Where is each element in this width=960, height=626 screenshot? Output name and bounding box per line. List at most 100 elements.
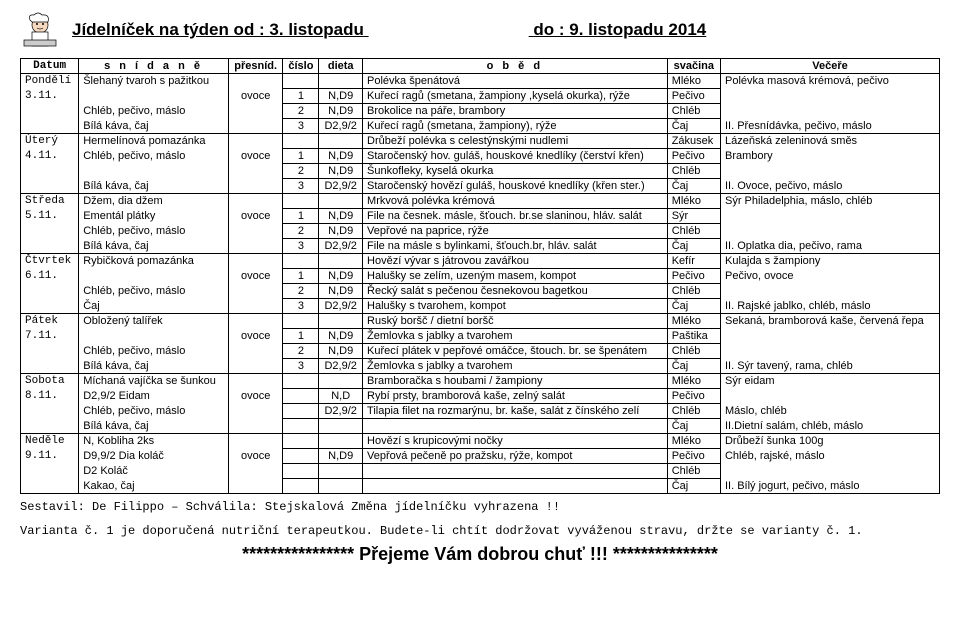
wish-text: Přejeme Vám dobrou chuť !!! (359, 544, 608, 564)
table-row: NeděleN, Kobliha 2ksHovězí s krupicovými… (21, 434, 940, 449)
cell: Drůbeží polévka s celestýnskými nudlemi (363, 134, 668, 149)
table-row: 5.11.Ementál plátkyovoce1N,D9File na čes… (21, 209, 940, 224)
cell: Mléko (667, 194, 720, 209)
col-dieta: dieta (319, 59, 363, 74)
table-row: 4.11.Chléb, pečivo, másloovoce1N,D9Staro… (21, 149, 940, 164)
cell (21, 419, 79, 434)
wish-stars-left: **************** (242, 544, 354, 564)
cell (79, 269, 229, 284)
cell (319, 74, 363, 89)
page-title: Jídelníček na týden od : 3. listopadu do… (72, 20, 706, 40)
cell (228, 464, 283, 479)
cell: D2,9/2 (319, 359, 363, 374)
header-row: Jídelníček na týden od : 3. listopadu do… (20, 10, 940, 50)
cell (21, 344, 79, 359)
table-row: Bílá káva, čaj3D2,9/2Kuřecí ragů (smetan… (21, 119, 940, 134)
cell (283, 479, 319, 494)
cell (319, 314, 363, 329)
cell (720, 389, 939, 404)
cell (228, 314, 283, 329)
cell: N, Kobliha 2ks (79, 434, 229, 449)
cell: N,D9 (319, 449, 363, 464)
cell: Mléko (667, 314, 720, 329)
wish-stars-right: *************** (613, 544, 718, 564)
table-row: D2 KoláčChléb (21, 464, 940, 479)
cell (228, 434, 283, 449)
cell (283, 464, 319, 479)
table-row: ČtvrtekRybičková pomazánkaHovězí vývar s… (21, 254, 940, 269)
table-row: StředaDžem, dia džemMrkvová polévka krém… (21, 194, 940, 209)
cell (319, 254, 363, 269)
cell: II. Ovoce, pečivo, máslo (720, 179, 939, 194)
cell: Vepřové na paprice, rýže (363, 224, 668, 239)
cell: Brokolice na páře, brambory (363, 104, 668, 119)
cell: Halušky se zelím, uzeným masem, kompot (363, 269, 668, 284)
cell: Halušky s tvarohem, kompot (363, 299, 668, 314)
cell: Čaj (667, 359, 720, 374)
cell: Kuřecí plátek v pepřové omáčce, štouch. … (363, 344, 668, 359)
cell: Mléko (667, 74, 720, 89)
cell: D2,9/2 (319, 299, 363, 314)
cell (228, 119, 283, 134)
cell: N,D9 (319, 164, 363, 179)
cell: Čaj (79, 299, 229, 314)
table-row: ÚterýHermelínová pomazánkaDrůbeží polévk… (21, 134, 940, 149)
table-row: Bílá káva, čaj3D2,9/2Staročenský hovězí … (21, 179, 940, 194)
cell (283, 434, 319, 449)
cell (319, 479, 363, 494)
cell (720, 284, 939, 299)
cell: Paštika (667, 329, 720, 344)
col-snidane: s n í d a n ě (79, 59, 229, 74)
cell (21, 299, 79, 314)
cell: 8.11. (21, 389, 79, 404)
cell (21, 359, 79, 374)
cell (720, 209, 939, 224)
cell (21, 284, 79, 299)
col-datum: Datum (21, 59, 79, 74)
cell (720, 464, 939, 479)
cell: Polévka masová krémová, pečivo (720, 74, 939, 89)
cell (283, 314, 319, 329)
cell: 2 (283, 164, 319, 179)
cell: Pondělí (21, 74, 79, 89)
cell: II. Rajské jablko, chléb, máslo (720, 299, 939, 314)
cell (21, 464, 79, 479)
cell: N,D9 (319, 284, 363, 299)
cell: 2 (283, 104, 319, 119)
cell (79, 89, 229, 104)
title-left: Jídelníček na týden od : 3. listopadu (72, 20, 364, 39)
cell: Chléb, pečivo, máslo (79, 344, 229, 359)
cell: N,D9 (319, 269, 363, 284)
cell: 3 (283, 179, 319, 194)
cell: 1 (283, 209, 319, 224)
cell: Bílá káva, čaj (79, 179, 229, 194)
cell: 5.11. (21, 209, 79, 224)
cell: Kakao, čaj (79, 479, 229, 494)
col-presnid: přesníd. (228, 59, 283, 74)
cell: Chléb, pečivo, máslo (79, 149, 229, 164)
cell: Rybí prsty, bramborová kaše, zelný salát (363, 389, 668, 404)
table-row: Chléb, pečivo, másloD2,9/2Tilapia filet … (21, 404, 940, 419)
table-row: 8.11.D2,9/2 EidamovoceN,DRybí prsty, bra… (21, 389, 940, 404)
cell: Staročenský hov. guláš, houskové knedlík… (363, 149, 668, 164)
cell: D2,9/2 (319, 239, 363, 254)
cell (228, 74, 283, 89)
cell: D9,9/2 Dia koláč (79, 449, 229, 464)
cell: 3 (283, 119, 319, 134)
cell: Kefír (667, 254, 720, 269)
menu-table: Datum s n í d a n ě přesníd. číslo dieta… (20, 58, 940, 494)
table-row: 9.11.D9,9/2 Dia koláčovoceN,D9Vepřová pe… (21, 449, 940, 464)
cell: N,D9 (319, 149, 363, 164)
col-cislo: číslo (283, 59, 319, 74)
cell: Šunkofleky, kyselá okurka (363, 164, 668, 179)
cell: N,D (319, 389, 363, 404)
cell: D2,9/2 (319, 119, 363, 134)
cell: Bílá káva, čaj (79, 359, 229, 374)
header-row-table: Datum s n í d a n ě přesníd. číslo dieta… (21, 59, 940, 74)
cell (228, 224, 283, 239)
cell: Neděle (21, 434, 79, 449)
table-row: 3.11.ovoce1N,D9Kuřecí ragů (smetana, žam… (21, 89, 940, 104)
table-row: Čaj3D2,9/2Halušky s tvarohem, kompotČajI… (21, 299, 940, 314)
cell: Kulajda s žampiony (720, 254, 939, 269)
cell (720, 224, 939, 239)
